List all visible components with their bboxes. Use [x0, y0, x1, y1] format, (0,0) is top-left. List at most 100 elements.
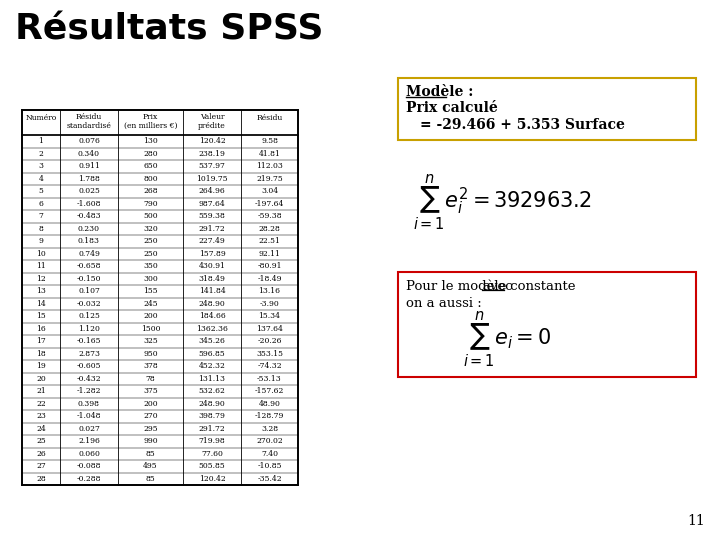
Text: on a aussi :: on a aussi : [406, 297, 482, 310]
Text: 200: 200 [143, 400, 158, 408]
Text: constante: constante [506, 280, 575, 293]
Text: -0.032: -0.032 [77, 300, 102, 308]
Text: -0.150: -0.150 [77, 275, 102, 283]
Text: 78: 78 [145, 375, 156, 383]
Text: 270: 270 [143, 412, 158, 420]
Text: 120.42: 120.42 [199, 475, 225, 483]
Text: 22: 22 [36, 400, 46, 408]
Text: 131.13: 131.13 [199, 375, 225, 383]
Text: -20.26: -20.26 [257, 338, 282, 345]
Text: 295: 295 [143, 425, 158, 433]
Text: 248.90: 248.90 [199, 400, 225, 408]
Text: Modèle :: Modèle : [406, 85, 473, 99]
Text: 3: 3 [38, 162, 43, 170]
Text: 452.32: 452.32 [199, 362, 225, 370]
Text: 17: 17 [36, 338, 46, 345]
Text: (en milliers €): (en milliers €) [124, 122, 177, 130]
Text: 800: 800 [143, 175, 158, 183]
Text: 350: 350 [143, 262, 158, 270]
Text: -0.432: -0.432 [77, 375, 102, 383]
Text: 48.90: 48.90 [258, 400, 280, 408]
Text: -10.85: -10.85 [257, 462, 282, 470]
Bar [398, 272, 696, 377]
Text: 318.49: 318.49 [199, 275, 225, 283]
Text: 719.98: 719.98 [199, 437, 225, 446]
Bar [398, 78, 696, 140]
Text: Résidu: Résidu [76, 113, 102, 121]
Text: -128.79: -128.79 [255, 412, 284, 420]
Text: 300: 300 [143, 275, 158, 283]
Text: Résultats SPSS: Résultats SPSS [15, 12, 323, 46]
Text: 325: 325 [143, 338, 158, 345]
Text: 559.38: 559.38 [199, 212, 225, 220]
Text: 28.28: 28.28 [258, 225, 280, 233]
Text: 137.64: 137.64 [256, 325, 283, 333]
Text: -1.282: -1.282 [77, 387, 102, 395]
Text: 790: 790 [143, 200, 158, 208]
Text: 0.027: 0.027 [78, 425, 100, 433]
Text: 10: 10 [36, 249, 46, 258]
Text: 130: 130 [143, 137, 158, 145]
Text: -0.165: -0.165 [77, 338, 102, 345]
Text: 16: 16 [36, 325, 46, 333]
Text: 1019.75: 1019.75 [196, 175, 228, 183]
Text: 6: 6 [39, 200, 43, 208]
Text: -53.13: -53.13 [257, 375, 282, 383]
Text: 375: 375 [143, 387, 158, 395]
Text: Pour le modèle: Pour le modèle [406, 280, 510, 293]
Text: 2.196: 2.196 [78, 437, 100, 446]
Text: 12: 12 [36, 275, 46, 283]
Text: 0.125: 0.125 [78, 312, 100, 320]
Text: 157.89: 157.89 [199, 249, 225, 258]
Text: 250: 250 [143, 237, 158, 245]
Text: 650: 650 [143, 162, 158, 170]
Text: 21: 21 [36, 387, 46, 395]
Text: 13.16: 13.16 [258, 287, 281, 295]
Text: standardisé: standardisé [66, 122, 112, 130]
Text: 19: 19 [36, 362, 46, 370]
Text: 2.873: 2.873 [78, 350, 100, 357]
Text: 264.96: 264.96 [199, 187, 225, 195]
Text: 155: 155 [143, 287, 158, 295]
Text: 11: 11 [688, 514, 705, 528]
Text: 77.60: 77.60 [201, 450, 223, 458]
Text: 85: 85 [145, 475, 156, 483]
Text: Numéro: Numéro [25, 114, 57, 122]
Text: 495: 495 [143, 462, 158, 470]
Text: 141.84: 141.84 [199, 287, 225, 295]
Text: 2: 2 [39, 150, 43, 158]
Text: 596.85: 596.85 [199, 350, 225, 357]
Text: 112.03: 112.03 [256, 162, 283, 170]
Text: 1: 1 [39, 137, 43, 145]
Text: 7.40: 7.40 [261, 450, 278, 458]
Text: 0.230: 0.230 [78, 225, 100, 233]
Text: 7: 7 [39, 212, 43, 220]
Text: = -29.466 + 5.353 Surface: = -29.466 + 5.353 Surface [420, 118, 625, 132]
Text: 0.183: 0.183 [78, 237, 100, 245]
Text: -59.38: -59.38 [257, 212, 282, 220]
Text: 4: 4 [39, 175, 43, 183]
Text: -0.658: -0.658 [77, 262, 102, 270]
Text: 15: 15 [36, 312, 46, 320]
Text: 9: 9 [39, 237, 43, 245]
Text: avec: avec [482, 280, 513, 293]
Text: -3.90: -3.90 [260, 300, 279, 308]
Text: 26: 26 [36, 450, 46, 458]
Text: 0.911: 0.911 [78, 162, 100, 170]
Text: 22.51: 22.51 [258, 237, 280, 245]
Text: 238.19: 238.19 [199, 150, 225, 158]
Text: 28: 28 [36, 475, 46, 483]
Text: 987.64: 987.64 [199, 200, 225, 208]
Text: 92.11: 92.11 [258, 249, 280, 258]
Text: 1362.36: 1362.36 [196, 325, 228, 333]
Text: 1.120: 1.120 [78, 325, 100, 333]
Text: -157.62: -157.62 [255, 387, 284, 395]
Text: -74.32: -74.32 [257, 362, 282, 370]
Text: 41.81: 41.81 [258, 150, 280, 158]
Text: $\sum_{i=1}^{n} e_i^2 = 392963.2$: $\sum_{i=1}^{n} e_i^2 = 392963.2$ [413, 172, 591, 232]
Text: 227.49: 227.49 [199, 237, 225, 245]
Text: 505.85: 505.85 [199, 462, 225, 470]
Text: 184.66: 184.66 [199, 312, 225, 320]
Text: 291.72: 291.72 [199, 225, 225, 233]
Text: -197.64: -197.64 [255, 200, 284, 208]
